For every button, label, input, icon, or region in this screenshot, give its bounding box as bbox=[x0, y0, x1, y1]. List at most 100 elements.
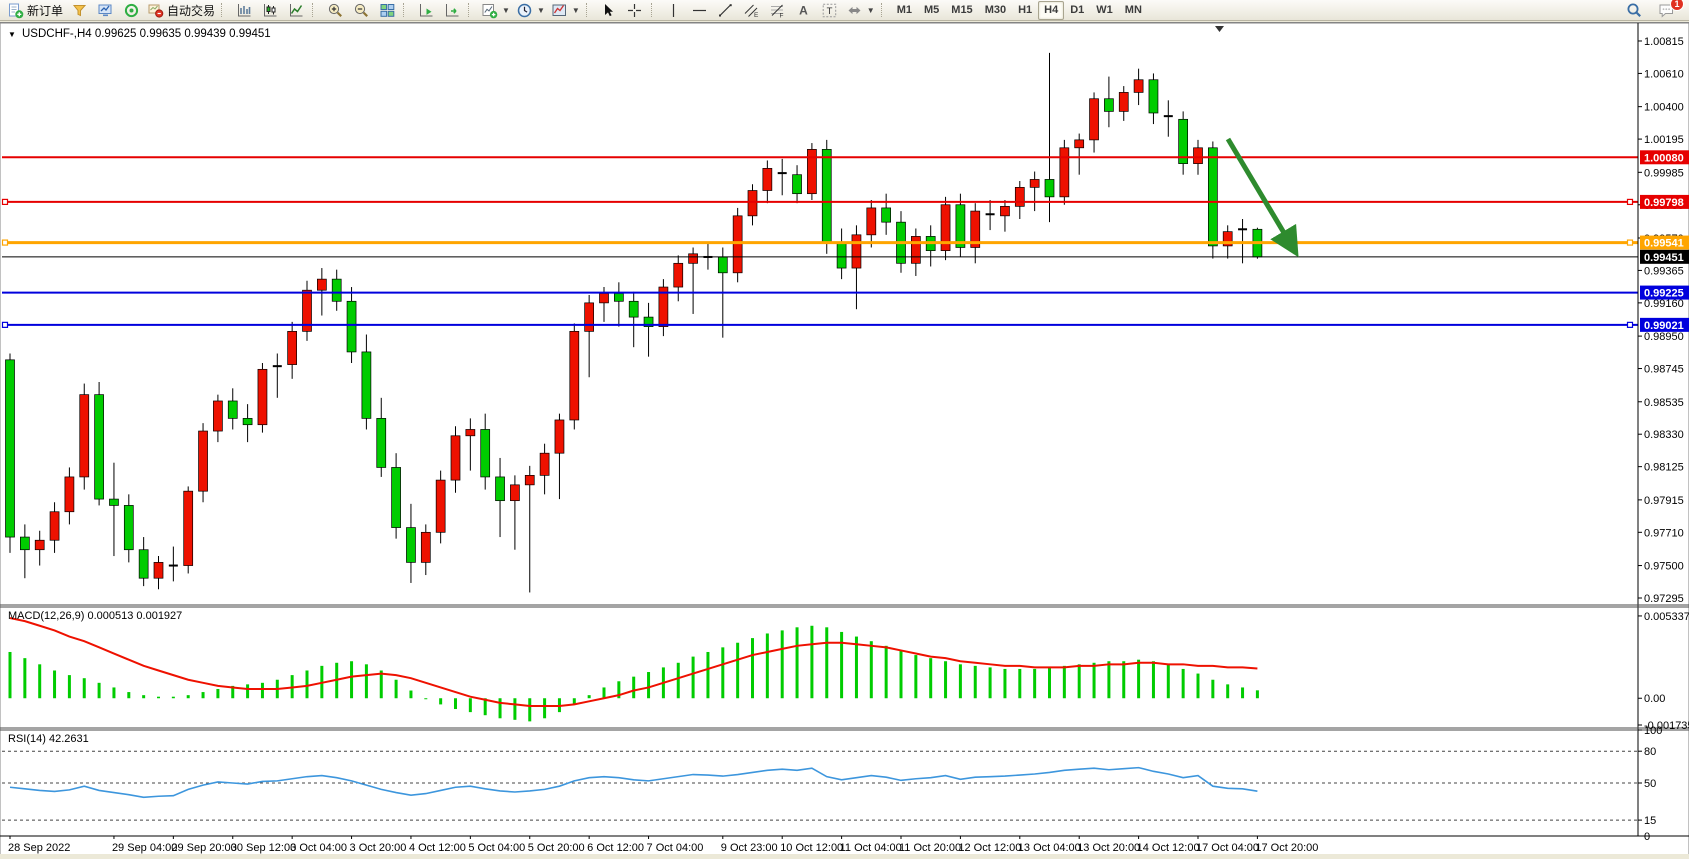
bull-candle bbox=[287, 331, 297, 365]
bar-chart-button[interactable] bbox=[231, 0, 257, 21]
macd-bar bbox=[67, 675, 71, 699]
timeframe-d1[interactable]: D1 bbox=[1070, 4, 1085, 16]
bear-candle bbox=[391, 467, 401, 528]
down-arrow-annotation[interactable] bbox=[1225, 137, 1299, 258]
toolbar-separator bbox=[468, 3, 473, 17]
chart-window[interactable]: 1.00815 1.00610 1.00400 1.00195 0.99985 0.997… bbox=[0, 22, 1689, 859]
news-icon[interactable] bbox=[66, 0, 92, 21]
macd-bar bbox=[1151, 661, 1155, 699]
price-badge-label: 0.99225 bbox=[1644, 288, 1684, 300]
equidistant-channel-icon: E bbox=[743, 2, 760, 19]
rsi-tick-label: 50 bbox=[1644, 778, 1656, 790]
macd-bar bbox=[127, 692, 131, 699]
chart-shift-button[interactable] bbox=[439, 0, 465, 21]
timeframe-h4[interactable]: H4 bbox=[1038, 0, 1065, 20]
quick-trade-toggle[interactable]: ▼ bbox=[8, 30, 16, 39]
macd-bar bbox=[379, 670, 383, 699]
price-badge-label: 0.99798 bbox=[1644, 197, 1684, 209]
indicators-button[interactable]: ▼ bbox=[478, 0, 513, 21]
horizontal-line-button[interactable] bbox=[687, 0, 713, 21]
cursor-button[interactable] bbox=[596, 0, 622, 21]
text-label-button[interactable]: T bbox=[817, 0, 843, 21]
chart-canvas[interactable]: 1.00815 1.00610 1.00400 1.00195 0.99985 0.997… bbox=[0, 23, 1689, 859]
text-icon: A bbox=[795, 2, 812, 19]
bull-candle bbox=[747, 190, 758, 217]
line-handle[interactable] bbox=[1, 198, 9, 206]
new-order-button-label: 新订单 bbox=[27, 3, 64, 18]
fibonacci-button[interactable]: F bbox=[765, 0, 791, 21]
notifications-button[interactable]: 1 bbox=[1653, 0, 1684, 21]
bull-candle bbox=[524, 475, 535, 486]
line-handle[interactable] bbox=[1, 321, 9, 328]
auto-scroll-button[interactable] bbox=[413, 0, 439, 21]
signals-icon[interactable] bbox=[118, 0, 144, 21]
crosshair-button[interactable] bbox=[622, 0, 648, 21]
periods-button[interactable]: ▼ bbox=[513, 0, 548, 21]
equidistant-channel-button[interactable]: E bbox=[739, 0, 765, 21]
svg-text:E: E bbox=[754, 12, 759, 19]
line-handle[interactable] bbox=[1626, 239, 1634, 246]
vertical-line-button[interactable] bbox=[661, 0, 687, 21]
macd-bar bbox=[854, 636, 858, 699]
zoom-out-button[interactable] bbox=[348, 0, 374, 21]
trendline-button[interactable] bbox=[713, 0, 739, 21]
timeframe-h1[interactable]: H1 bbox=[1018, 4, 1033, 16]
time-tick-label: 28 Sep 2022 bbox=[8, 842, 70, 854]
bear-candle bbox=[361, 351, 372, 419]
bull-candle bbox=[866, 207, 877, 236]
bear-candle bbox=[227, 400, 238, 419]
price-tick-label: 1.00815 bbox=[1644, 36, 1684, 48]
macd-bar bbox=[973, 665, 977, 699]
time-tick-label: 3 Oct 20:00 bbox=[350, 842, 407, 854]
news-icon-icon bbox=[71, 2, 88, 19]
price-tick-label: 0.97915 bbox=[1644, 495, 1684, 507]
tile-windows-icon bbox=[379, 2, 396, 19]
fibonacci-icon: F bbox=[769, 2, 786, 19]
macd-bar bbox=[1018, 668, 1022, 699]
bear-candle bbox=[613, 293, 624, 302]
timeframe-m5[interactable]: M5 bbox=[924, 4, 940, 16]
bull-candle bbox=[450, 435, 461, 481]
line-handle[interactable] bbox=[1626, 321, 1634, 328]
market-watch-icon[interactable] bbox=[92, 0, 118, 21]
price-tick-label: 1.00400 bbox=[1644, 102, 1684, 114]
bull-candle bbox=[302, 289, 312, 332]
macd-bar bbox=[82, 678, 86, 699]
bull-candle bbox=[539, 452, 550, 476]
new-order-button[interactable]: 新订单 bbox=[4, 0, 66, 21]
autotrading-button[interactable]: 自动交易 bbox=[144, 0, 218, 21]
line-handle[interactable] bbox=[1626, 198, 1634, 206]
arrows-button[interactable]: ▼ bbox=[843, 0, 878, 21]
time-tick-label: 9 Oct 23:00 bbox=[721, 842, 778, 854]
bull-candle bbox=[465, 429, 476, 437]
bear-candle bbox=[346, 300, 357, 353]
candlestick-chart-button[interactable] bbox=[257, 0, 283, 21]
macd-histogram bbox=[8, 625, 1259, 722]
macd-bar bbox=[231, 685, 235, 699]
line-handle[interactable] bbox=[1, 239, 9, 246]
templates-button[interactable]: ▼ bbox=[548, 0, 583, 21]
timeframe-m30[interactable]: M30 bbox=[984, 4, 1007, 16]
zoom-in-button[interactable] bbox=[322, 0, 348, 21]
timeframe-mn[interactable]: MN bbox=[1124, 4, 1142, 16]
price-badge-label: 0.99451 bbox=[1644, 252, 1684, 264]
text-button[interactable]: A bbox=[791, 0, 817, 21]
timeframe-m15[interactable]: M15 bbox=[951, 4, 973, 16]
macd-bar bbox=[112, 687, 116, 699]
macd-bar bbox=[53, 670, 57, 699]
macd-bar bbox=[691, 656, 695, 699]
price-tick-label: 0.97295 bbox=[1644, 593, 1684, 605]
timeframe-m1[interactable]: M1 bbox=[896, 4, 912, 16]
search-button[interactable] bbox=[1621, 0, 1647, 21]
price-badge-label: 1.00080 bbox=[1644, 152, 1684, 164]
bull-candle bbox=[658, 286, 669, 327]
time-tick-label: 5 Oct 04:00 bbox=[468, 842, 525, 854]
tile-windows-button[interactable] bbox=[374, 0, 400, 21]
macd-bar bbox=[1092, 662, 1096, 699]
price-badge bbox=[1640, 150, 1689, 165]
notification-badge: 1 bbox=[1670, 0, 1684, 11]
timeframe-w1[interactable]: W1 bbox=[1096, 4, 1113, 16]
bull-candle bbox=[1029, 179, 1040, 188]
bull-candle bbox=[910, 236, 921, 264]
line-chart-button[interactable] bbox=[283, 0, 309, 21]
